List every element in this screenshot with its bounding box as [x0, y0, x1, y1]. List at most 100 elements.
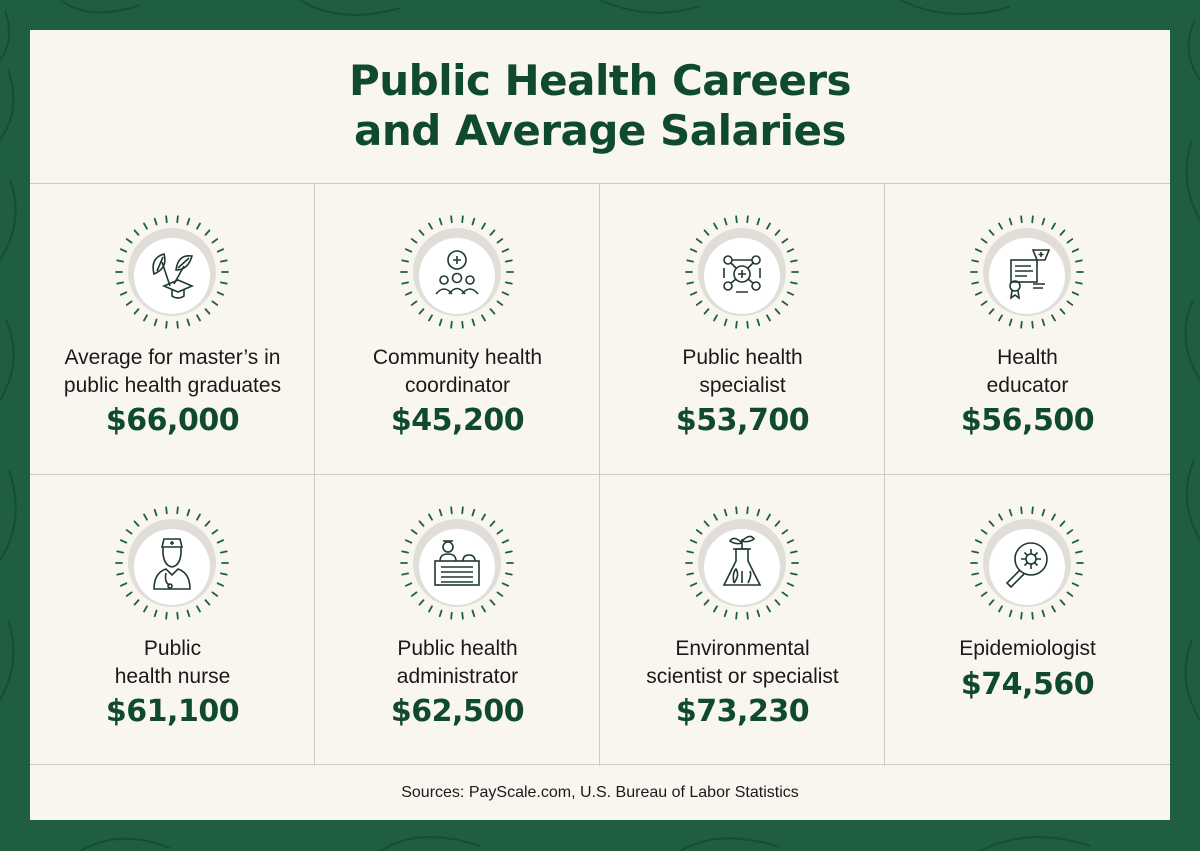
- ring-tick: [125, 529, 133, 535]
- infographic-card: Public Health Careers and Average Salari…: [30, 30, 1170, 820]
- ring-tick: [1051, 314, 1056, 322]
- ring-tick: [781, 591, 789, 597]
- salary-value: $61,100: [105, 694, 240, 729]
- ring-tick: [196, 513, 201, 521]
- ring-tick: [703, 599, 710, 606]
- ring-tick: [116, 572, 124, 576]
- ring-tick: [723, 508, 728, 517]
- ring-tick: [204, 599, 211, 606]
- ring-tick: [1071, 291, 1080, 296]
- ring-tick: [133, 520, 140, 527]
- ring-tick: [165, 506, 168, 515]
- ring-tick: [1008, 609, 1013, 618]
- ring-tick: [790, 281, 798, 285]
- ring-tick: [143, 605, 148, 613]
- career-title: Health educator: [986, 346, 1069, 397]
- ring-tick: [501, 539, 510, 544]
- ring-tick: [481, 605, 486, 613]
- ring-tick: [1075, 259, 1083, 263]
- ring-tick: [735, 611, 738, 620]
- ring-tick: [786, 291, 795, 296]
- ring-tick: [980, 238, 988, 244]
- ring-tick: [774, 308, 781, 315]
- ring-tick: [686, 550, 694, 554]
- ring-tick: [211, 238, 219, 244]
- ring-tick: [133, 229, 140, 236]
- ring-tick: [153, 508, 158, 517]
- ring-tick: [220, 259, 228, 263]
- career-card: Health educator $56,500: [885, 184, 1170, 475]
- ring-tick: [735, 320, 738, 329]
- ring-tick: [133, 308, 140, 315]
- ring-tick: [481, 314, 486, 322]
- career-title: Public health administrator: [396, 637, 519, 688]
- ring-tick: [756, 318, 761, 327]
- ring-tick: [786, 582, 795, 587]
- ring-tick: [746, 506, 749, 515]
- ring-tick: [974, 582, 983, 587]
- ring-tick: [489, 599, 496, 606]
- ring-tick: [216, 582, 225, 587]
- ring-tick: [196, 605, 201, 613]
- ring-tick: [116, 259, 124, 263]
- ring-tick: [501, 291, 510, 296]
- ring-tick: [410, 529, 418, 535]
- ring-tick: [1071, 539, 1080, 544]
- ring-tick: [1041, 609, 1046, 618]
- ring-tick: [496, 300, 504, 306]
- ring-tick: [774, 599, 781, 606]
- ring-tick: [766, 513, 771, 521]
- ring-tick: [401, 259, 409, 263]
- ring-tick: [689, 248, 698, 253]
- career-card: Epidemiologist $74,560: [885, 475, 1170, 766]
- ring-tick: [703, 229, 710, 236]
- ring-tick: [723, 217, 728, 226]
- ring-tick: [1066, 238, 1074, 244]
- ring-tick: [756, 508, 761, 517]
- ring-tick: [689, 291, 698, 296]
- ring-tick: [438, 508, 443, 517]
- ring-tick: [216, 291, 225, 296]
- ring-tick: [125, 591, 133, 597]
- ring-tick: [723, 609, 728, 618]
- ring-tick: [1066, 591, 1074, 597]
- title-line-1: Public Health Careers: [348, 56, 852, 105]
- ring-tick: [461, 506, 464, 515]
- ring-tick: [481, 222, 486, 230]
- ring-tick: [1071, 248, 1080, 253]
- ring-tick: [774, 229, 781, 236]
- sources-note: Sources: PayScale.com, U.S. Bureau of La…: [401, 784, 799, 801]
- ring-tick: [501, 582, 510, 587]
- ring-tick: [196, 314, 201, 322]
- ring-tick: [1020, 611, 1023, 620]
- ring-tick: [1051, 513, 1056, 521]
- salary-value: $66,000: [105, 403, 240, 438]
- ring-tick: [186, 217, 191, 226]
- ring-tick: [153, 318, 158, 327]
- ring-tick: [974, 248, 983, 253]
- ring-tick: [428, 222, 433, 230]
- ring-tick: [766, 222, 771, 230]
- ring-tick: [116, 550, 124, 554]
- ring-tick: [980, 300, 988, 306]
- ring-tick: [410, 300, 418, 306]
- ring-tick: [216, 248, 225, 253]
- nurse-icon: [112, 503, 232, 623]
- ring-tick: [410, 591, 418, 597]
- ring-tick: [186, 609, 191, 618]
- ring-tick: [204, 520, 211, 527]
- ring-tick: [410, 238, 418, 244]
- career-title: Public health specialist: [682, 346, 803, 397]
- ring-tick: [723, 318, 728, 327]
- ring-tick: [211, 300, 219, 306]
- ring-tick: [774, 520, 781, 527]
- ring-tick: [501, 248, 510, 253]
- ring-tick: [1031, 611, 1034, 620]
- ring-tick: [746, 320, 749, 329]
- ring-tick: [971, 281, 979, 285]
- ring-tick: [119, 539, 128, 544]
- ring-tick: [428, 513, 433, 521]
- salary-value: $53,700: [675, 403, 810, 438]
- ring-tick: [713, 513, 718, 521]
- ring-tick: [790, 259, 798, 263]
